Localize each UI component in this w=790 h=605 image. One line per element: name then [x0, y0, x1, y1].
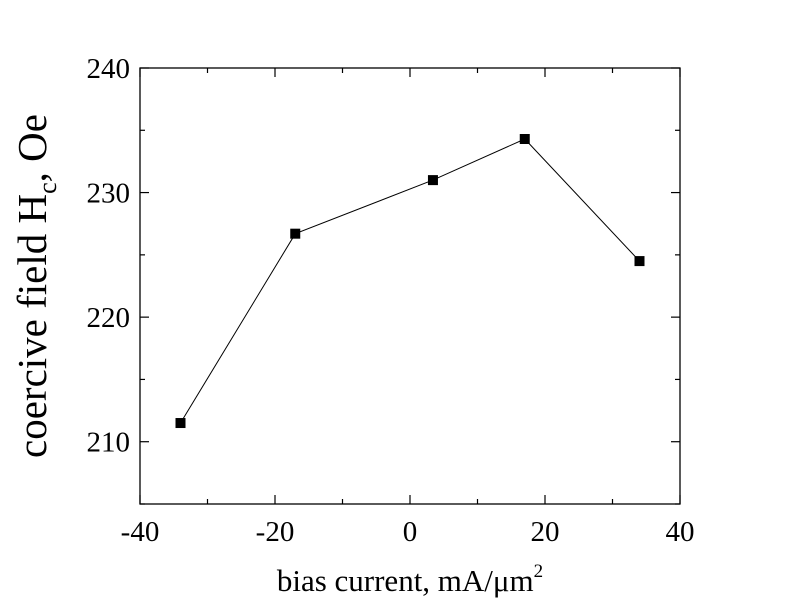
data-point [427, 175, 438, 186]
y-tick-label: 220 [87, 302, 131, 334]
y-tick-label: 230 [87, 178, 131, 210]
ticks [139, 67, 681, 505]
x-tick-label: 40 [666, 516, 695, 548]
series [175, 134, 645, 429]
data-point [634, 256, 645, 267]
y-axis-label: coercive field Hc, Oe [9, 114, 62, 458]
series-line [180, 138, 640, 424]
y-tick-label: 210 [87, 427, 131, 459]
y-tick-label: 240 [87, 53, 131, 85]
x-tick-label: 20 [531, 516, 560, 548]
x-axis-label: bias current, mA/μm2 [277, 561, 543, 598]
tick-labels: -40 -20 0 20 40 210 220 230 240 [87, 53, 695, 548]
data-point [175, 418, 186, 429]
data-point [519, 134, 530, 145]
x-tick-label: -40 [121, 516, 160, 548]
x-tick-label: -20 [256, 516, 295, 548]
x-tick-label: 0 [403, 516, 418, 548]
plot-frame [139, 67, 681, 505]
data-point [290, 228, 301, 239]
